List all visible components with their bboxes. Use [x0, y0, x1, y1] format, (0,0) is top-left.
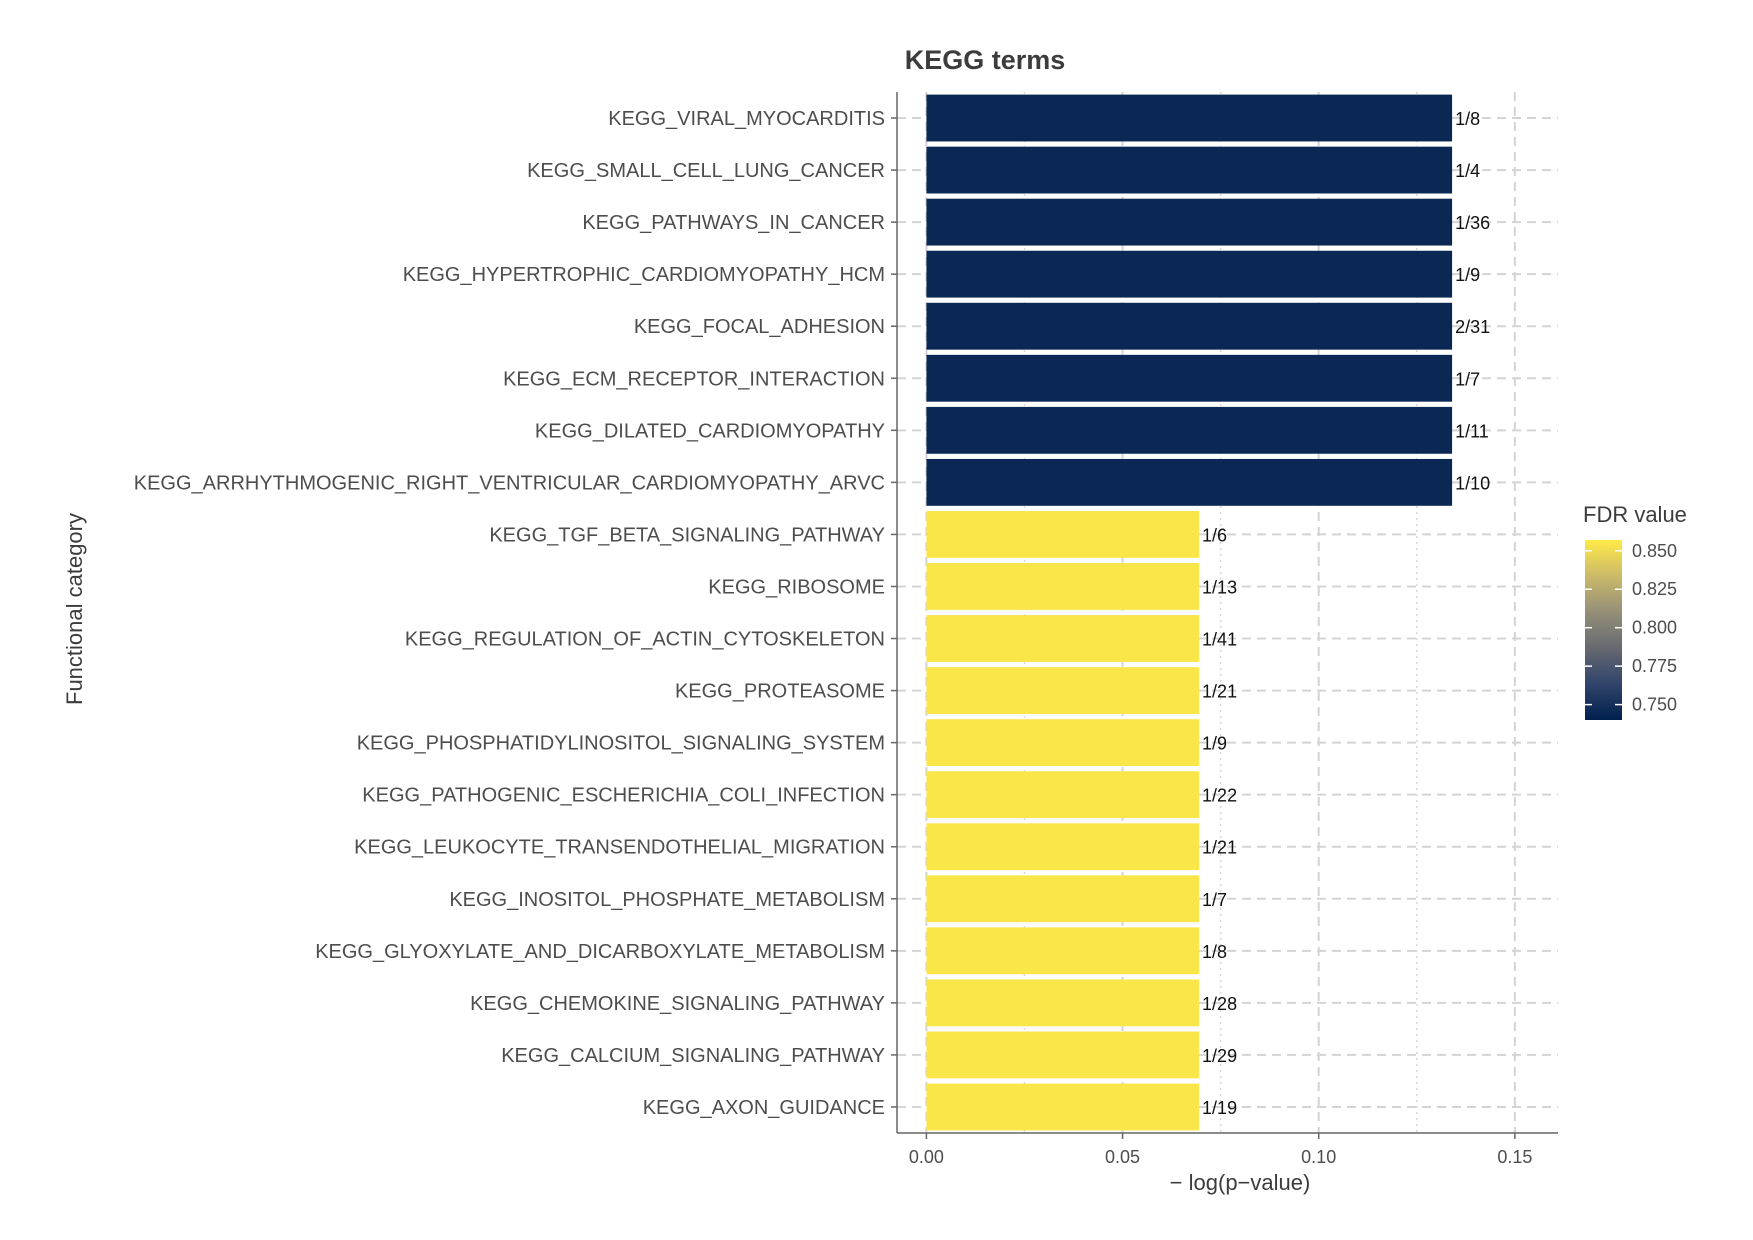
bar-label-kegg-chemokine-signaling-pathway: 1/28	[1202, 994, 1237, 1014]
bar-label-kegg-axon-guidance: 1/19	[1202, 1098, 1237, 1118]
bar-kegg-ribosome	[926, 563, 1200, 610]
category-label-kegg-arrhythmogenic-right-ventricular-cardiomyopathy-arvc: KEGG_ARRHYTHMOGENIC_RIGHT_VENTRICULAR_CA…	[134, 472, 885, 494]
category-label-kegg-calcium-signaling-pathway: KEGG_CALCIUM_SIGNALING_PATHWAY	[501, 1045, 885, 1067]
bar-kegg-inositol-phosphate-metabolism	[926, 875, 1200, 923]
bar-kegg-focal-adhesion	[926, 302, 1453, 350]
category-label-kegg-axon-guidance: KEGG_AXON_GUIDANCE	[643, 1097, 885, 1119]
bar-label-kegg-glyoxylate-and-dicarboxylate-metabolism: 1/8	[1202, 942, 1227, 962]
x-tick-label-3: 0.15	[1497, 1147, 1532, 1167]
bar-kegg-calcium-signaling-pathway	[926, 1031, 1200, 1079]
category-label-kegg-hypertrophic-cardiomyopathy-hcm: KEGG_HYPERTROPHIC_CARDIOMYOPATHY_HCM	[403, 264, 885, 286]
bar-label-kegg-viral-myocarditis: 1/8	[1455, 109, 1480, 129]
x-axis-title: − log(p−value)	[1170, 1170, 1311, 1195]
category-label-kegg-regulation-of-actin-cytoskeleton: KEGG_REGULATION_OF_ACTIN_CYTOSKELETON	[405, 629, 885, 651]
bar-kegg-axon-guidance	[926, 1083, 1200, 1131]
legend-tick-label-2: 0.800	[1632, 618, 1677, 638]
bar-kegg-phosphatidylinositol-signaling-system	[926, 719, 1200, 767]
bar-kegg-leukocyte-transendothelial-migration	[926, 823, 1200, 871]
legend-colorbar	[1585, 540, 1622, 720]
legend-tick-label-0: 0.850	[1632, 541, 1677, 561]
bar-kegg-viral-myocarditis	[926, 94, 1453, 142]
category-label-kegg-phosphatidylinositol-signaling-system: KEGG_PHOSPHATIDYLINOSITOL_SIGNALING_SYST…	[357, 733, 885, 755]
category-label-kegg-pathogenic-escherichia-coli-infection: KEGG_PATHOGENIC_ESCHERICHIA_COLI_INFECTI…	[362, 785, 885, 807]
bar-label-kegg-focal-adhesion: 2/31	[1455, 317, 1490, 337]
bar-label-kegg-pathogenic-escherichia-coli-infection: 1/22	[1202, 786, 1237, 806]
bar-kegg-glyoxylate-and-dicarboxylate-metabolism	[926, 927, 1200, 975]
bar-label-kegg-calcium-signaling-pathway: 1/29	[1202, 1046, 1237, 1066]
category-label-kegg-leukocyte-transendothelial-migration: KEGG_LEUKOCYTE_TRANSENDOTHELIAL_MIGRATIO…	[354, 837, 885, 859]
bar-label-kegg-leukocyte-transendothelial-migration: 1/21	[1202, 838, 1237, 858]
bar-label-kegg-ribosome: 1/13	[1202, 577, 1237, 597]
bar-kegg-chemokine-signaling-pathway	[926, 979, 1200, 1027]
bar-label-kegg-arrhythmogenic-right-ventricular-cardiomyopathy-arvc: 1/10	[1455, 473, 1490, 493]
bar-kegg-dilated-cardiomyopathy	[926, 406, 1453, 454]
bar-kegg-small-cell-lung-cancer	[926, 146, 1453, 194]
axes	[891, 92, 1558, 1134]
bar-label-kegg-ecm-receptor-interaction: 1/7	[1455, 369, 1480, 389]
bar-label-kegg-phosphatidylinositol-signaling-system: 1/9	[1202, 734, 1227, 754]
bar-kegg-regulation-of-actin-cytoskeleton	[926, 615, 1200, 662]
category-label-kegg-ribosome: KEGG_RIBOSOME	[708, 576, 885, 598]
category-label-kegg-focal-adhesion: KEGG_FOCAL_ADHESION	[634, 316, 885, 338]
bar-label-kegg-regulation-of-actin-cytoskeleton: 1/41	[1202, 630, 1237, 650]
bar-kegg-proteasome	[926, 667, 1200, 714]
x-tick-label-1: 0.05	[1105, 1147, 1140, 1167]
bar-kegg-ecm-receptor-interaction	[926, 354, 1453, 402]
bar-label-kegg-proteasome: 1/21	[1202, 682, 1237, 702]
bar-label-kegg-pathways-in-cancer: 1/36	[1455, 213, 1490, 233]
bar-label-kegg-tgf-beta-signaling-pathway: 1/6	[1202, 525, 1227, 545]
legend-tick-label-3: 0.775	[1632, 656, 1677, 676]
category-label-kegg-small-cell-lung-cancer: KEGG_SMALL_CELL_LUNG_CANCER	[527, 160, 885, 182]
bar-label-kegg-hypertrophic-cardiomyopathy-hcm: 1/9	[1455, 265, 1480, 285]
bar-count-labels: 1/8 1/4 1/36 1/9 2/31 1/7 1/11 1/10 1/6 1/13 1/41 1…	[1202, 109, 1490, 1118]
legend-tick-label-1: 0.825	[1632, 579, 1677, 599]
category-label-kegg-viral-myocarditis: KEGG_VIRAL_MYOCARDITIS	[608, 108, 885, 130]
category-label-kegg-tgf-beta-signaling-pathway: KEGG_TGF_BETA_SIGNALING_PATHWAY	[489, 524, 885, 546]
bar-label-kegg-dilated-cardiomyopathy: 1/11	[1455, 421, 1489, 441]
bar-kegg-pathways-in-cancer	[926, 198, 1453, 246]
y-axis-category-labels: KEGG_VIRAL_MYOCARDITIS KEGG_SMALL_CELL_LU…	[134, 108, 885, 1119]
x-tick-label-2: 0.10	[1301, 1147, 1336, 1167]
bar-kegg-pathogenic-escherichia-coli-infection	[926, 771, 1200, 819]
bar-label-kegg-small-cell-lung-cancer: 1/4	[1455, 161, 1480, 181]
bar-label-kegg-inositol-phosphate-metabolism: 1/7	[1202, 890, 1227, 910]
category-label-kegg-pathways-in-cancer: KEGG_PATHWAYS_IN_CANCER	[582, 212, 885, 234]
category-label-kegg-dilated-cardiomyopathy: KEGG_DILATED_CARDIOMYOPATHY	[535, 420, 885, 442]
category-label-kegg-inositol-phosphate-metabolism: KEGG_INOSITOL_PHOSPHATE_METABOLISM	[449, 889, 885, 911]
category-label-kegg-ecm-receptor-interaction: KEGG_ECM_RECEPTOR_INTERACTION	[503, 368, 885, 390]
x-axis-ticks: 0.00 0.05 0.10 0.15	[909, 1133, 1532, 1167]
y-axis-title: Functional category	[62, 513, 87, 705]
chart-title: KEGG terms	[905, 45, 1066, 75]
bar-kegg-arrhythmogenic-right-ventricular-cardiomyopathy-arvc	[926, 458, 1453, 506]
category-label-kegg-proteasome: KEGG_PROTEASOME	[675, 681, 885, 703]
x-tick-label-0: 0.00	[909, 1147, 944, 1167]
legend-tick-label-4: 0.750	[1632, 695, 1677, 715]
bars	[926, 94, 1453, 1131]
category-label-kegg-glyoxylate-and-dicarboxylate-metabolism: KEGG_GLYOXYLATE_AND_DICARBOXYLATE_METABO…	[315, 941, 885, 963]
legend-title: FDR value	[1583, 502, 1687, 527]
bar-kegg-hypertrophic-cardiomyopathy-hcm	[926, 250, 1453, 298]
fdr-legend: FDR value 0.850 0.825 0.800 0.775 0.750	[1583, 502, 1687, 720]
category-label-kegg-chemokine-signaling-pathway: KEGG_CHEMOKINE_SIGNALING_PATHWAY	[470, 993, 885, 1015]
bar-kegg-tgf-beta-signaling-pathway	[926, 511, 1200, 558]
grid-lines	[897, 92, 1558, 1133]
